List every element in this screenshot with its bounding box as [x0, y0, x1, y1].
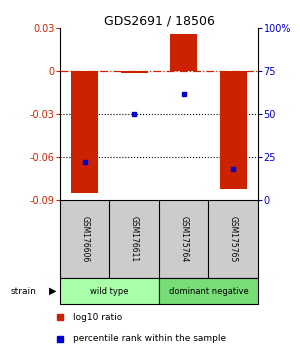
Bar	[121, 71, 148, 73]
Bar	[71, 71, 98, 193]
Text: log10 ratio: log10 ratio	[73, 313, 123, 322]
Text: dominant negative: dominant negative	[169, 287, 248, 296]
FancyBboxPatch shape	[60, 278, 159, 304]
Text: GSM176606: GSM176606	[80, 216, 89, 262]
Text: wild type: wild type	[90, 287, 129, 296]
Bar	[220, 71, 247, 189]
Text: percentile rank within the sample: percentile rank within the sample	[73, 335, 226, 343]
Text: GSM175764: GSM175764	[179, 216, 188, 262]
FancyBboxPatch shape	[159, 278, 258, 304]
Text: strain: strain	[11, 287, 36, 296]
Title: GDS2691 / 18506: GDS2691 / 18506	[103, 14, 214, 27]
FancyBboxPatch shape	[60, 200, 258, 278]
Text: ▶: ▶	[49, 286, 56, 296]
Bar	[170, 34, 197, 71]
Text: GSM176611: GSM176611	[130, 216, 139, 262]
Text: GSM175765: GSM175765	[229, 216, 238, 262]
